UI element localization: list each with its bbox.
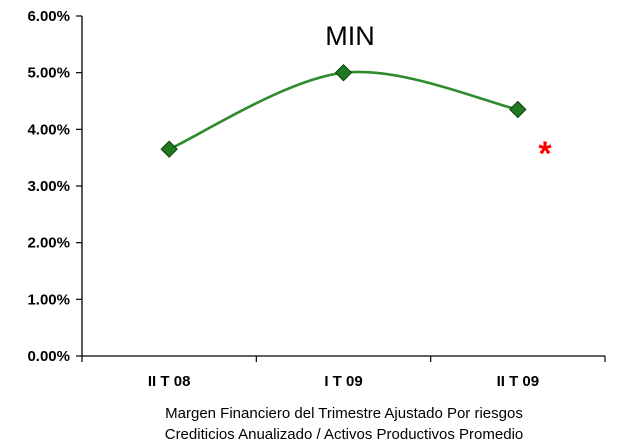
y-tick-label: 1.00% — [27, 291, 70, 308]
caption-line: Margen Financiero del Trimestre Ajustado… — [165, 405, 523, 422]
annotation-asterisk: * — [538, 135, 552, 173]
series-line — [168, 70, 519, 151]
y-tick-label: 0.00% — [27, 348, 70, 365]
series-group — [160, 63, 527, 158]
y-tick-label: 3.00% — [27, 178, 70, 195]
data-point-marker — [160, 140, 178, 158]
caption-line: Crediticios Anualizado / Activos Product… — [165, 426, 524, 443]
x-axis-caption: Margen Financiero del Trimestre Ajustado… — [165, 405, 524, 443]
x-category-label: II T 09 — [497, 373, 540, 390]
data-point-marker — [334, 63, 353, 82]
y-tick-label: 4.00% — [27, 121, 70, 138]
y-axis: 0.00% 1.00% 2.00% 3.00% 4.00% 5.00% 6.00% — [27, 8, 83, 365]
chart-title: MIN — [325, 21, 375, 51]
y-tick-label: 6.00% — [27, 8, 70, 25]
x-category-label: I T 09 — [324, 373, 362, 390]
x-axis: II T 08 I T 09 II T 09 — [81, 355, 606, 390]
x-category-label: II T 08 — [148, 373, 191, 390]
y-tick-label: 5.00% — [27, 65, 70, 82]
data-point-marker — [509, 100, 527, 119]
y-tick-label: 2.00% — [27, 235, 70, 252]
